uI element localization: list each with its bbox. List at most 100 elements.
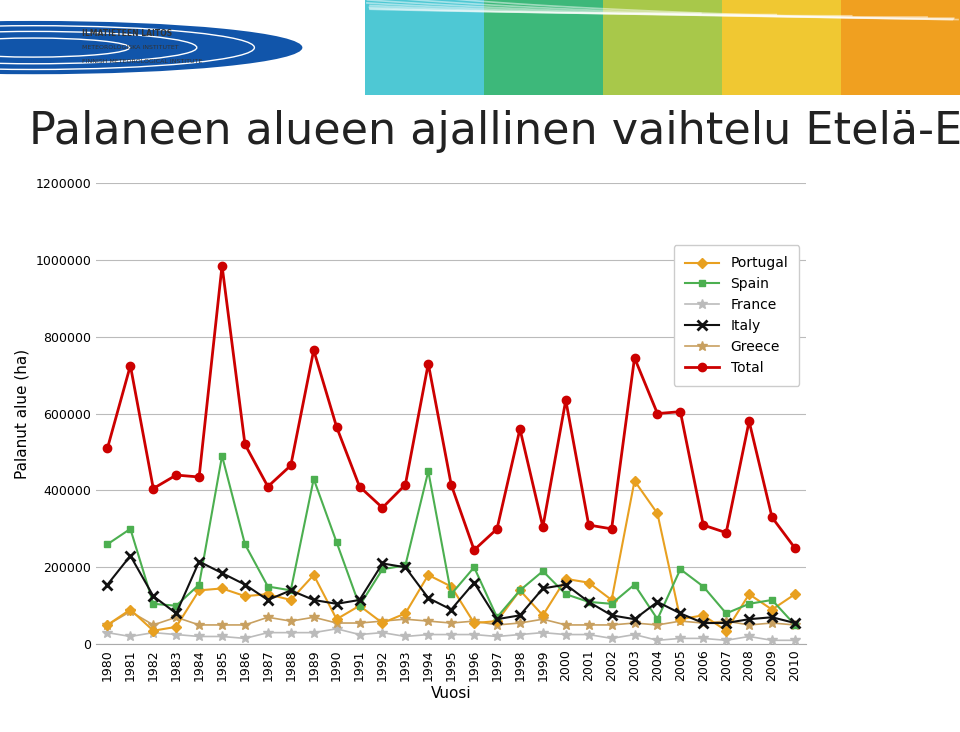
Spain bbox=[354, 602, 366, 610]
Greece bbox=[331, 619, 343, 627]
France bbox=[193, 632, 204, 641]
Portugal bbox=[308, 571, 320, 580]
Total bbox=[606, 524, 617, 533]
Spain bbox=[376, 565, 388, 574]
Line: Portugal: Portugal bbox=[104, 477, 799, 634]
Total bbox=[148, 484, 159, 493]
Italy bbox=[720, 619, 732, 627]
France bbox=[262, 628, 274, 637]
Greece bbox=[583, 621, 594, 630]
France bbox=[125, 632, 136, 641]
France bbox=[399, 632, 411, 641]
Italy bbox=[629, 615, 640, 624]
France bbox=[285, 628, 297, 637]
Greece bbox=[102, 621, 113, 630]
Spain bbox=[331, 538, 343, 547]
Italy bbox=[125, 551, 136, 560]
France bbox=[698, 634, 709, 643]
Italy bbox=[216, 569, 228, 578]
Bar bbox=[365, 0, 484, 95]
Portugal bbox=[698, 611, 709, 620]
Bar bbox=[722, 0, 841, 95]
Portugal bbox=[285, 596, 297, 605]
Portugal bbox=[720, 627, 732, 635]
Spain bbox=[422, 467, 434, 476]
Italy bbox=[445, 605, 457, 614]
France bbox=[239, 634, 251, 643]
Spain bbox=[537, 567, 548, 575]
Total bbox=[308, 346, 320, 354]
Italy bbox=[262, 596, 274, 605]
Greece bbox=[629, 619, 640, 627]
Total bbox=[515, 425, 526, 433]
Total bbox=[743, 417, 755, 426]
Spain bbox=[766, 596, 778, 605]
France bbox=[148, 628, 159, 637]
France bbox=[675, 634, 686, 643]
Spain bbox=[262, 582, 274, 591]
Greece bbox=[216, 621, 228, 630]
Total bbox=[675, 407, 686, 416]
Portugal bbox=[216, 584, 228, 593]
Italy bbox=[606, 611, 617, 620]
Portugal bbox=[239, 591, 251, 600]
Total bbox=[583, 520, 594, 529]
Total bbox=[468, 545, 480, 554]
France bbox=[537, 628, 548, 637]
Greece bbox=[354, 619, 366, 627]
Portugal bbox=[492, 616, 503, 625]
Portugal bbox=[583, 578, 594, 587]
Portugal bbox=[445, 582, 457, 591]
France bbox=[376, 628, 388, 637]
Total bbox=[376, 504, 388, 512]
France bbox=[308, 628, 320, 637]
France bbox=[331, 624, 343, 633]
Line: Italy: Italy bbox=[103, 551, 800, 628]
Spain bbox=[308, 474, 320, 483]
Italy bbox=[766, 613, 778, 621]
Bar bbox=[484, 0, 603, 95]
Total bbox=[125, 361, 136, 370]
Total bbox=[331, 422, 343, 431]
Spain bbox=[125, 524, 136, 533]
France bbox=[652, 636, 663, 645]
Portugal bbox=[102, 621, 113, 630]
Portugal bbox=[675, 615, 686, 624]
Portugal bbox=[515, 586, 526, 594]
France bbox=[216, 632, 228, 641]
Italy bbox=[698, 619, 709, 627]
Bar bbox=[0, 0, 365, 95]
France bbox=[171, 630, 182, 639]
Legend: Portugal, Spain, France, Italy, Greece, Total: Portugal, Spain, France, Italy, Greece, … bbox=[674, 245, 800, 386]
France bbox=[492, 632, 503, 641]
Spain bbox=[698, 582, 709, 591]
Spain bbox=[399, 561, 411, 569]
Portugal bbox=[606, 596, 617, 605]
Portugal bbox=[354, 602, 366, 610]
Total bbox=[560, 396, 571, 405]
Italy bbox=[239, 580, 251, 589]
Portugal bbox=[331, 615, 343, 624]
Spain bbox=[629, 580, 640, 589]
Text: FINNISH METEOROLOGICAL INSTITUTE: FINNISH METEOROLOGICAL INSTITUTE bbox=[82, 59, 202, 64]
Bar bbox=[841, 0, 960, 95]
France bbox=[743, 632, 755, 641]
Spain bbox=[560, 590, 571, 599]
Spain bbox=[216, 452, 228, 460]
Bar bbox=[603, 0, 722, 95]
Italy bbox=[285, 586, 297, 594]
Italy bbox=[331, 600, 343, 608]
Greece bbox=[515, 619, 526, 627]
Italy bbox=[102, 580, 113, 589]
Total bbox=[492, 524, 503, 533]
Greece bbox=[698, 619, 709, 627]
Italy bbox=[492, 615, 503, 624]
Greece bbox=[148, 621, 159, 630]
Portugal bbox=[399, 609, 411, 618]
Y-axis label: Palanut alue (ha): Palanut alue (ha) bbox=[14, 348, 30, 479]
Line: France: France bbox=[103, 624, 800, 645]
Portugal bbox=[422, 571, 434, 580]
France bbox=[629, 630, 640, 639]
Spain bbox=[193, 580, 204, 589]
Italy bbox=[468, 578, 480, 587]
